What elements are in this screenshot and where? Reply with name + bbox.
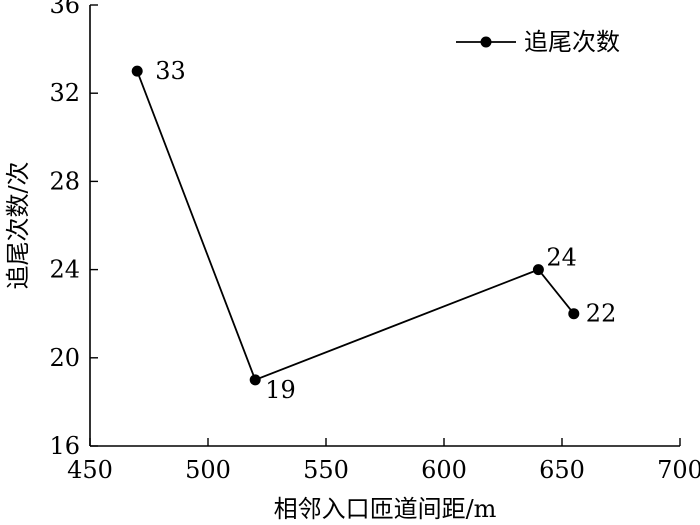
axes	[89, 5, 680, 447]
x-ticks: 450 500 550 600 650 700	[67, 438, 700, 484]
y-tick-label: 24	[49, 256, 80, 284]
x-tick-label: 650	[539, 456, 585, 484]
y-tick-label: 28	[49, 167, 80, 195]
x-tick-label: 550	[303, 456, 349, 484]
data-label: 24	[546, 244, 577, 272]
data-label: 33	[155, 57, 186, 85]
x-tick-label: 450	[67, 456, 113, 484]
x-tick-label: 500	[185, 456, 231, 484]
data-point	[532, 264, 544, 276]
legend: 追尾次数	[456, 28, 620, 56]
series-line	[136, 70, 575, 382]
y-tick-label: 16	[49, 432, 80, 460]
x-tick-label: 600	[421, 456, 467, 484]
y-ticks: 16 20 24 28 32 36	[49, 0, 98, 460]
x-axis-title: 相邻入口匝道间距/m	[274, 495, 497, 523]
y-tick-label: 36	[49, 0, 80, 19]
data-label: 22	[586, 300, 617, 328]
x-tick-label: 700	[657, 456, 700, 484]
y-tick-label: 20	[49, 344, 80, 372]
data-label: 19	[265, 376, 296, 404]
data-point	[249, 374, 261, 386]
legend-marker	[480, 36, 492, 48]
y-axis-title: 追尾次数/次	[4, 161, 32, 289]
y-tick-label: 32	[49, 79, 80, 107]
data-point	[131, 65, 143, 77]
legend-label: 追尾次数	[524, 28, 620, 56]
series-group: 33 19 24 22	[131, 57, 617, 404]
data-point	[568, 308, 580, 320]
